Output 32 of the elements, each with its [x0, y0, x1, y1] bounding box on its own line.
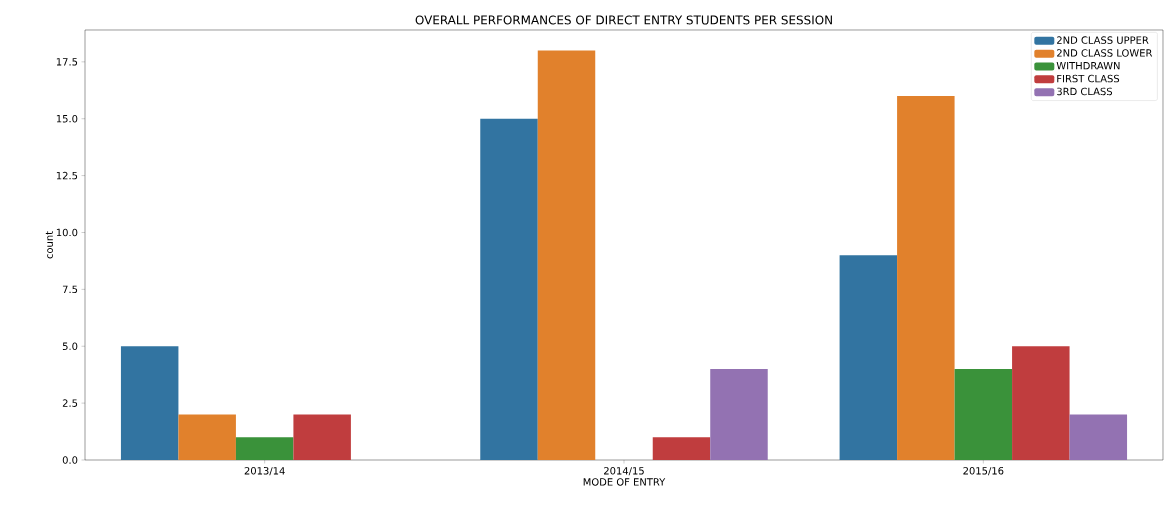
bar: [897, 95, 955, 460]
bar: [120, 346, 179, 460]
bar: [710, 368, 768, 460]
bar: [480, 118, 538, 460]
chart-title: OVERALL PERFORMANCES OF DIRECT ENTRY STUDENTS PER SESSION: [415, 15, 832, 25]
x-tick-label: 2013/14: [244, 467, 285, 476]
y-tick-label: 15.0: [56, 114, 78, 123]
legend-label: FIRST CLASS: [1057, 74, 1120, 83]
y-tick-label: 7.5: [62, 285, 78, 294]
x-tick-label: 2015/16: [963, 467, 1004, 476]
y-tick-label: 12.5: [56, 171, 78, 180]
bar: [652, 437, 711, 460]
bar: [235, 437, 294, 460]
bar: [839, 255, 898, 460]
y-tick-label: 17.5: [56, 58, 78, 66]
y-tick-label: 2.5: [62, 399, 78, 407]
bar: [954, 368, 1013, 460]
y-axis-title: count: [45, 231, 53, 259]
legend-label: WITHDRAWN: [1056, 62, 1120, 70]
legend-label: 3RD CLASS: [1057, 87, 1113, 96]
bar: [537, 50, 596, 460]
bar: [293, 414, 351, 460]
y-tick-label: 5.0: [62, 342, 78, 351]
y-tick-label: 0.0: [62, 456, 78, 464]
y-tick-label: 10.0: [56, 228, 78, 237]
x-tick-label: 2014/15: [604, 467, 644, 476]
bar: [1069, 414, 1128, 460]
x-axis-title: MODE OF ENTRY: [583, 478, 666, 486]
legend-label: 2ND CLASS UPPER: [1057, 36, 1149, 44]
bar: [1012, 346, 1070, 460]
legend-label: 2ND CLASS LOWER: [1057, 49, 1153, 57]
bar: [178, 414, 236, 460]
